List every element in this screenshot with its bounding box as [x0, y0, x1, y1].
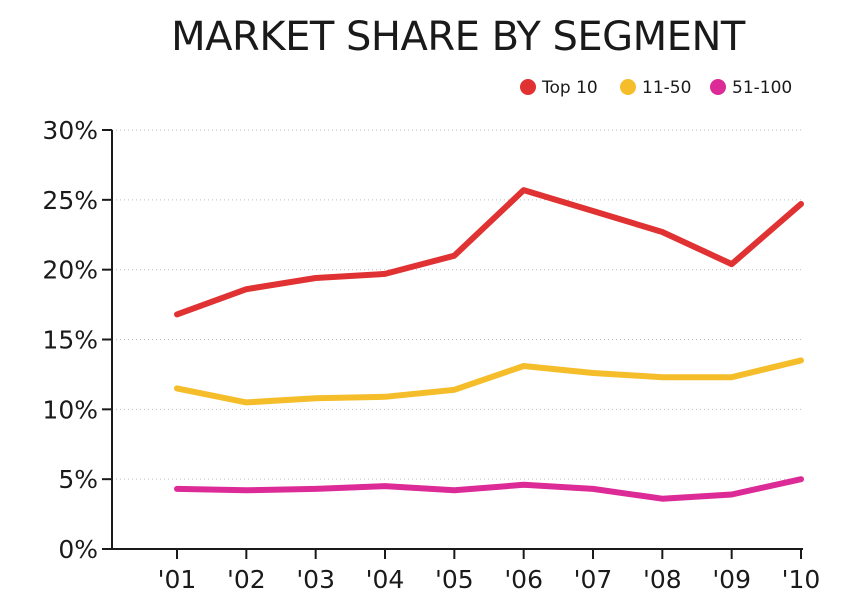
y-tick-label: 10% [42, 395, 98, 424]
x-tick-label: '07 [574, 565, 613, 594]
y-tick-label: 20% [42, 256, 98, 285]
y-tick-label: 0% [58, 535, 98, 564]
x-tick-label: '05 [435, 565, 474, 594]
legend-marker-51-100 [710, 79, 726, 95]
legend-label-top-10: Top 10 [541, 78, 598, 98]
axes [111, 130, 803, 550]
x-tick-label: '08 [643, 565, 682, 594]
legend-label-11-50: 11-50 [642, 78, 691, 98]
y-tick-label: 15% [42, 326, 98, 355]
x-tick-label: '01 [158, 565, 197, 594]
x-tick-label: '02 [227, 565, 266, 594]
x-axis-ticks: '01 '02 '03 '04 '05 '06 '07 '08 '09 '10 [158, 549, 821, 594]
series-line-51-100 [174, 476, 804, 502]
x-tick-label: '06 [504, 565, 543, 594]
chart-title: MARKET SHARE BY SEGMENT [171, 14, 746, 60]
legend-marker-11-50 [620, 79, 636, 95]
x-tick-label: '03 [296, 565, 335, 594]
y-tick-label: 5% [58, 465, 98, 494]
legend-marker-top-10 [520, 79, 536, 95]
series-line-11-50 [174, 357, 804, 406]
x-tick-label: '10 [782, 565, 821, 594]
y-tick-label: 25% [42, 186, 98, 215]
series-lines [174, 187, 804, 502]
legend-label-51-100: 51-100 [732, 78, 792, 98]
series-line-top-10 [174, 187, 804, 318]
x-tick-label: '04 [366, 565, 405, 594]
gridlines [112, 129, 803, 480]
y-tick-label: 30% [42, 116, 98, 145]
x-tick-label: '09 [712, 565, 751, 594]
y-axis-ticks: 0% 5% 10% 15% 20% 25% 30% [42, 116, 112, 564]
legend: Top 10 11-50 51-100 [520, 78, 792, 98]
